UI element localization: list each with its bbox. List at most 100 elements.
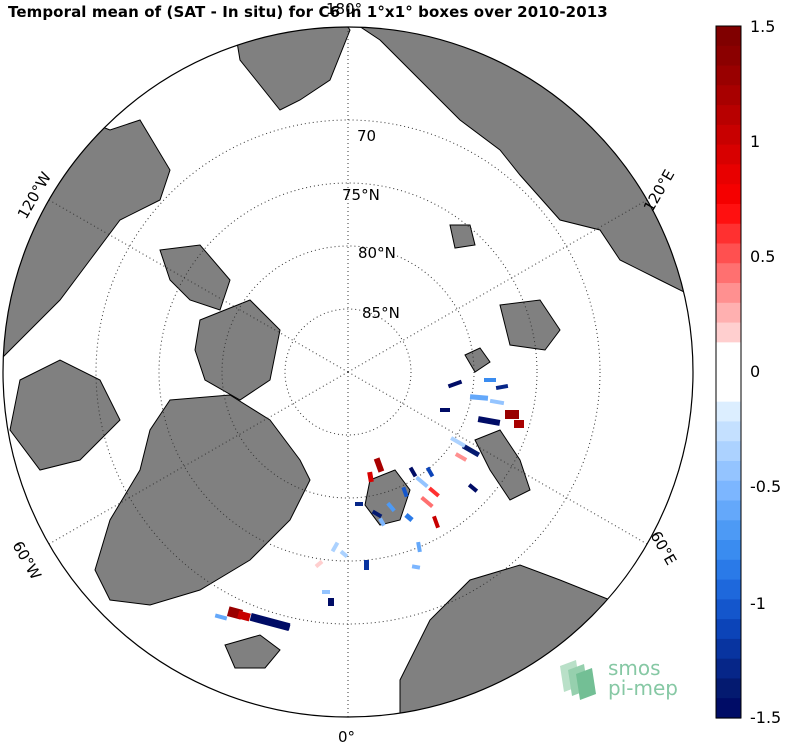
lon-label-180: 180° xyxy=(326,0,362,18)
lon-label-120e: 120°E xyxy=(640,167,678,215)
observation-box xyxy=(454,452,468,462)
observation-box xyxy=(339,549,349,559)
observation-box xyxy=(432,515,440,529)
colorbar-segment xyxy=(716,520,741,541)
colorbar-segment xyxy=(716,579,741,600)
colorbar-segment xyxy=(716,45,741,67)
colorbar-segment xyxy=(716,223,741,245)
observation-box xyxy=(484,378,496,382)
colorbar-segment xyxy=(716,698,741,719)
map-boundary xyxy=(2,26,694,718)
logo-line-pimep: pi-mep xyxy=(608,676,678,700)
observation-box xyxy=(237,610,251,622)
observation-box xyxy=(214,613,228,621)
colorbar-segment xyxy=(716,401,741,423)
observation-box xyxy=(489,398,505,406)
observation-box xyxy=(416,541,422,553)
colorbar-segment xyxy=(716,105,741,126)
colorbar-segment xyxy=(716,362,741,383)
colorbar-frame xyxy=(715,25,742,719)
colorbar-segment xyxy=(716,263,741,284)
observation-box xyxy=(514,420,524,428)
logo-text: smos pi-mep xyxy=(608,658,678,698)
observation-box xyxy=(467,483,479,493)
colorbar-segment xyxy=(716,638,741,660)
logo-line-smos: smos xyxy=(608,656,661,680)
observation-box xyxy=(495,383,509,391)
novaya-zemlya xyxy=(474,429,531,501)
lat-label-85: 85°N xyxy=(362,304,400,322)
observation-box xyxy=(469,394,489,401)
observation-box xyxy=(367,471,374,483)
baffin-island xyxy=(9,359,121,471)
franz-josef-land xyxy=(464,347,491,373)
observation-box xyxy=(378,517,386,527)
lon-label-0: 0° xyxy=(338,728,355,746)
colorbar-segment xyxy=(716,283,741,304)
observation-box xyxy=(364,560,369,570)
map-title: Temporal mean of (SAT - In situ) for C6 … xyxy=(8,3,608,21)
smos-pimep-logo: smos pi-mep xyxy=(556,656,686,706)
observation-box xyxy=(314,559,324,569)
colorbar-segment xyxy=(716,302,741,324)
colorbar-segment xyxy=(716,381,741,403)
observation-box xyxy=(411,564,421,570)
observation-box xyxy=(371,509,383,519)
taymyr xyxy=(499,299,561,351)
lon-label-60e: 60°E xyxy=(647,528,681,568)
observation-box xyxy=(322,590,330,594)
colorbar-tick-neg-0-5: -0.5 xyxy=(750,477,782,496)
observation-box xyxy=(447,379,463,389)
colorbar-segment xyxy=(716,144,741,165)
colorbar-segment xyxy=(716,658,741,680)
colorbar-segment xyxy=(716,540,741,561)
observation-box xyxy=(269,619,291,631)
graticule-longitudes xyxy=(48,27,648,717)
lon-label-60w: 60°W xyxy=(9,538,45,583)
ellesmere-island xyxy=(194,299,281,401)
observation-box xyxy=(330,541,340,553)
colorbar-tick-1-5: 1.5 xyxy=(750,17,776,36)
lat-label-75: 75°N xyxy=(342,186,380,204)
colorbar-segment xyxy=(716,243,741,264)
observation-box xyxy=(328,598,334,606)
colorbar-segment xyxy=(716,65,741,86)
lat-label-70: 70 xyxy=(357,127,376,145)
colorbar-segment xyxy=(716,184,741,205)
observation-box xyxy=(477,416,501,426)
observation-box xyxy=(425,466,435,478)
observation-box xyxy=(355,502,363,506)
colorbar-segment xyxy=(716,421,741,442)
colorbar-segment xyxy=(716,559,741,581)
colorbar-segment xyxy=(716,500,741,521)
colorbar-segment xyxy=(716,619,741,640)
colorbar-segment xyxy=(716,460,741,482)
lat-label-80: 80°N xyxy=(358,244,396,262)
colorbar-segment xyxy=(716,164,741,185)
observation-box xyxy=(401,486,409,498)
colorbar-tick-neg-1: -1 xyxy=(750,594,766,613)
greenland xyxy=(94,394,311,606)
observation-box xyxy=(428,486,440,498)
observation-box xyxy=(461,443,481,458)
logo-wave-icon xyxy=(560,660,596,700)
colorbar-tick-0-5: 0.5 xyxy=(750,247,776,266)
colorbar-tick-1: 1 xyxy=(750,132,761,151)
colorbar-segment xyxy=(716,124,741,146)
colorbar-segment xyxy=(716,203,741,225)
observation-box xyxy=(450,436,466,448)
colorbar-tick-0: 0 xyxy=(750,362,761,381)
colorbar-segment xyxy=(716,599,741,620)
colorbar-tick-neg-1-5: -1.5 xyxy=(750,708,782,727)
observation-box xyxy=(408,466,418,478)
colorbar-segment xyxy=(716,322,741,343)
colorbar xyxy=(716,26,741,719)
colorbar-segment xyxy=(716,678,741,699)
observation-boxes xyxy=(214,378,524,632)
observation-box xyxy=(386,501,396,513)
observation-box xyxy=(420,495,434,509)
colorbar-segment xyxy=(716,26,741,47)
severnaya-zemlya xyxy=(449,224,476,249)
